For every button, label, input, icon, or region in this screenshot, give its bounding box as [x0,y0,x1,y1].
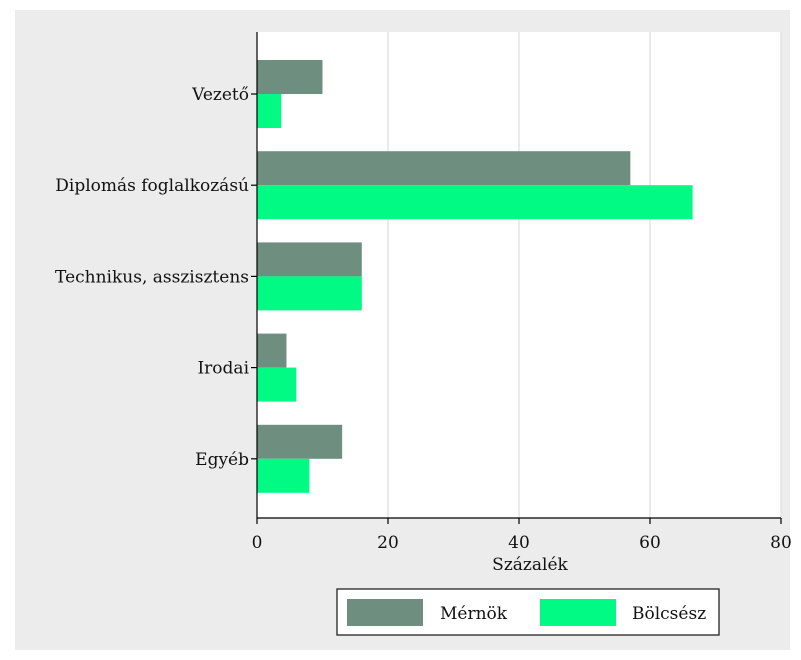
legend-swatch [540,599,616,626]
x-tick-label: 0 [252,533,263,553]
category-label: Vezető [191,85,249,105]
legend-swatch [347,599,423,626]
bar-bolcsesz [257,367,297,402]
category-labels: Vezető Diplomás foglalkozású Technikus, as… [55,85,250,470]
x-axis-title: Százalék [492,555,568,575]
x-tick-labels: 0 20 40 60 80 [252,533,792,553]
category-label: Egyéb [195,450,249,470]
x-tick-label: 60 [639,533,661,553]
x-tick-label: 40 [508,533,530,553]
bars [257,60,693,493]
bar-bolcsesz [257,185,693,220]
bar-mernok [257,424,343,459]
bar-bolcsesz [257,458,310,493]
gridlines [387,32,782,518]
bar-mernok [257,242,362,277]
legend: Mérnök Bölcsész [336,588,720,636]
bar-mernok [257,60,323,94]
bar-mernok [257,151,631,186]
x-tick-label: 80 [770,533,792,553]
axes [251,32,782,524]
bar-bolcsesz [257,94,282,128]
category-label: Irodai [197,359,249,379]
category-label: Diplomás foglalkozású [55,176,249,196]
legend-label: Bölcsész [632,604,706,624]
bar-mernok [257,333,287,368]
bar-bolcsesz [257,276,362,311]
x-tick-label: 20 [377,533,399,553]
category-label: Technikus, asszisztens [55,267,249,287]
legend-label: Mérnök [440,604,508,624]
